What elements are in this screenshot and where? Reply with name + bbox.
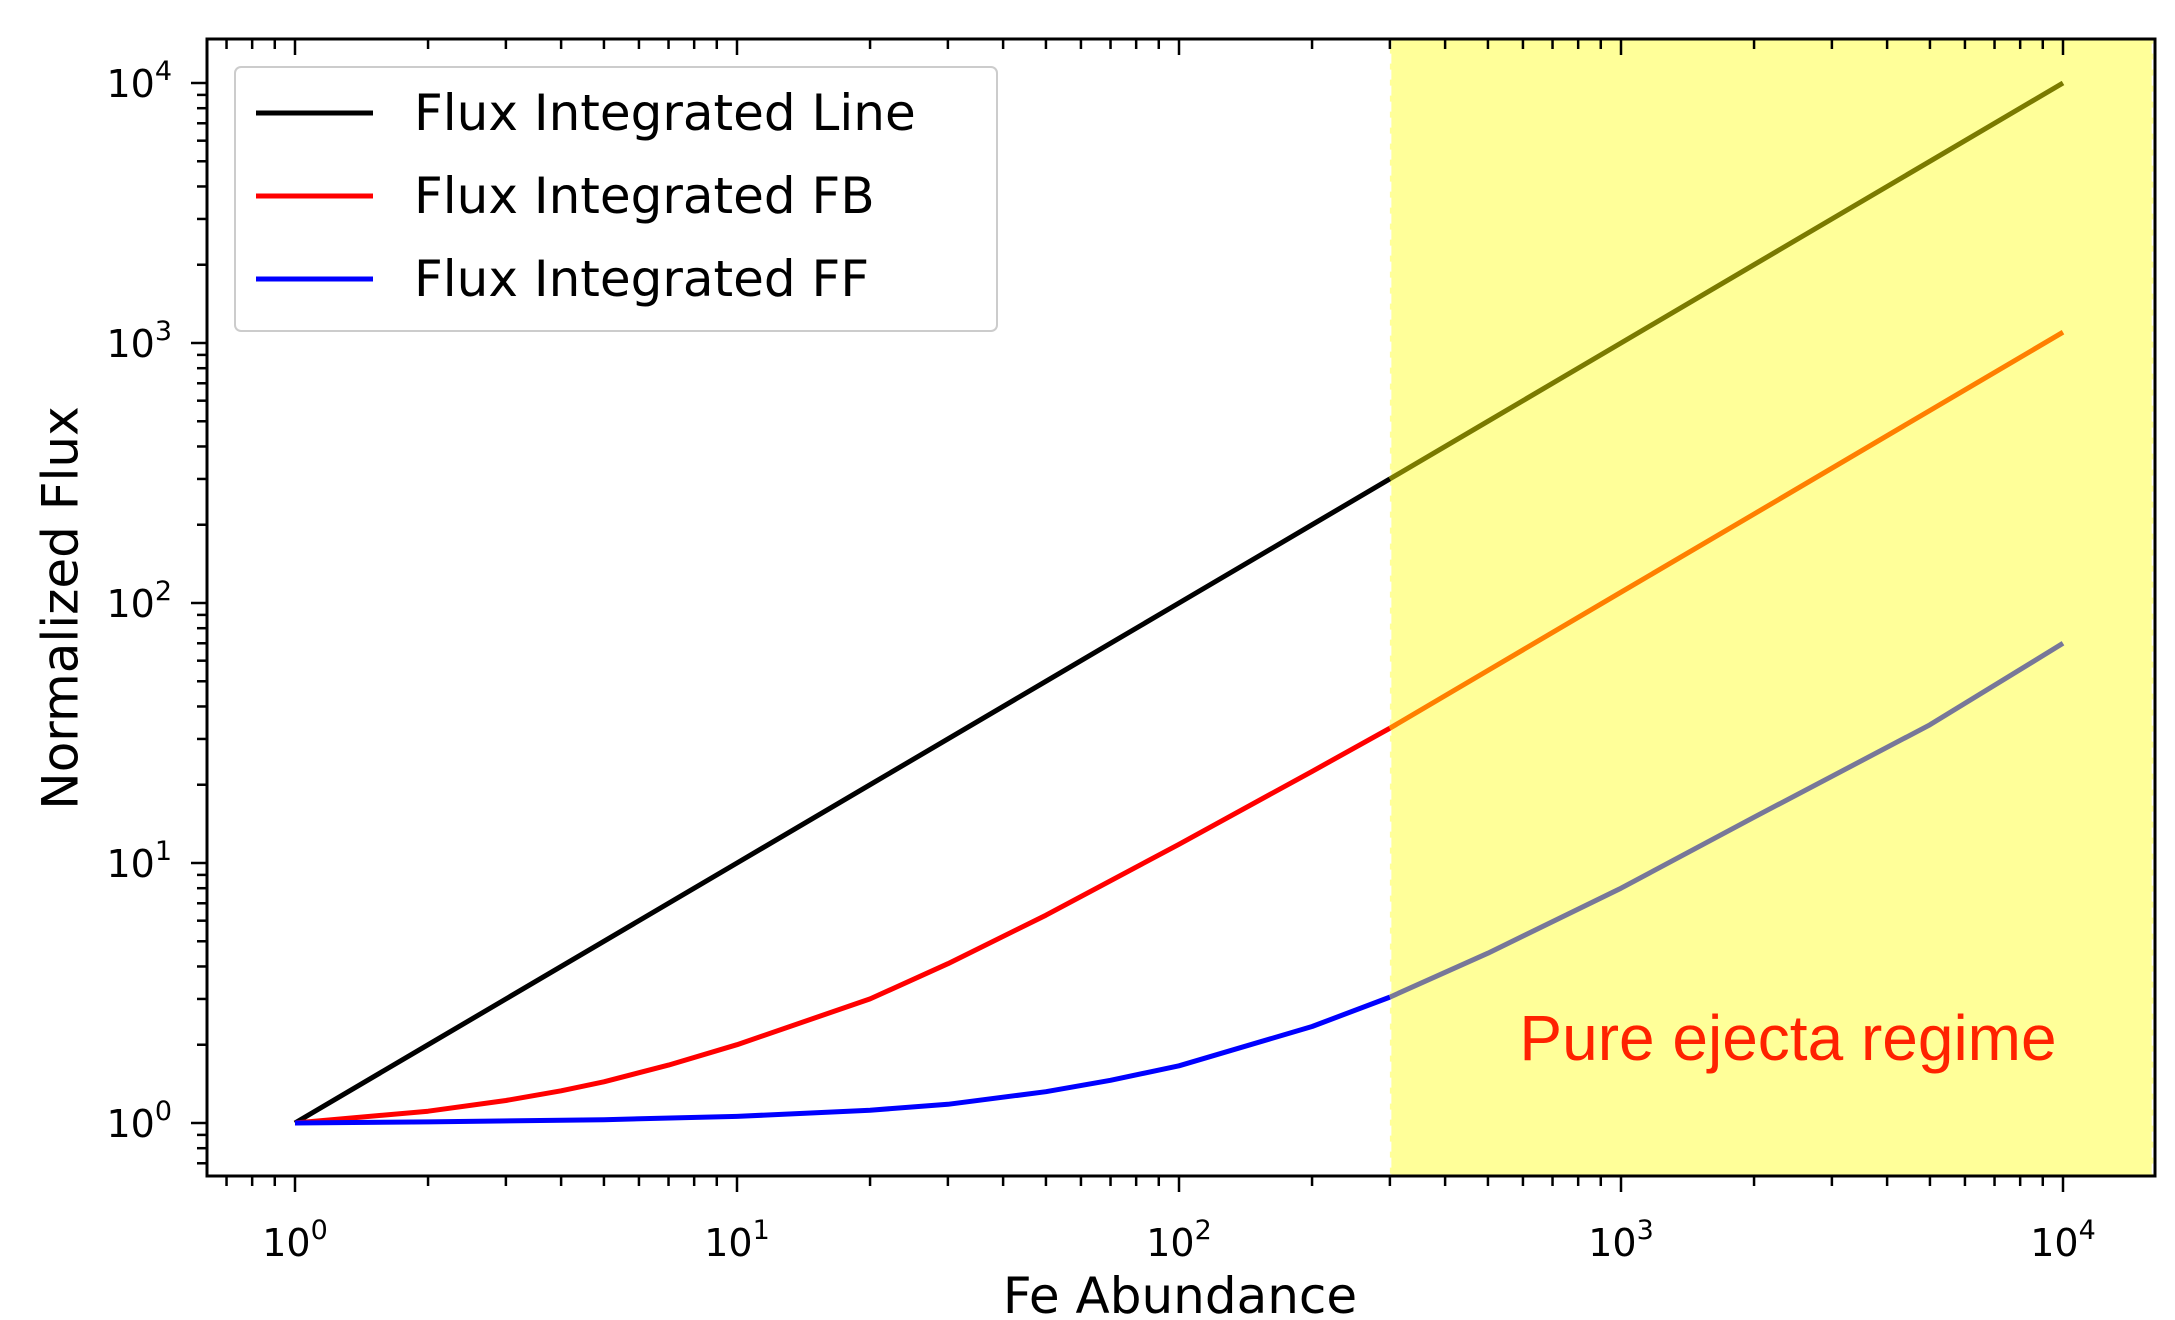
y-tick-label-exponent: 0 <box>155 1096 172 1127</box>
y-tick-label-base: 10 <box>106 1102 154 1146</box>
y-tick-label: 104 <box>106 56 172 106</box>
annotation-layer: Pure ejecta regime <box>1519 1002 2056 1074</box>
x-axis: 100 101 102 103 104 <box>225 39 2096 1265</box>
x-tick-label-base: 10 <box>1588 1221 1636 1265</box>
x-tick-label-base: 10 <box>704 1221 752 1265</box>
plot-area-frame <box>205 37 2157 1178</box>
x-tick-label-base: 10 <box>1146 1221 1194 1265</box>
y-tick-label-base: 10 <box>106 842 154 886</box>
series-line-shaded-1 <box>1388 330 2065 731</box>
x-tick-label-exponent: 0 <box>311 1215 328 1246</box>
x-tick-label-exponent: 3 <box>1637 1215 1654 1246</box>
y-axis-label: Normalized Flux <box>32 406 90 809</box>
legend-label-1: Flux Integrated FB <box>414 167 875 225</box>
x-tick-label: 104 <box>2030 1215 2096 1265</box>
region-annotation: Pure ejecta regime <box>1519 1002 2056 1074</box>
series-line-0 <box>293 476 1392 1126</box>
y-tick-label-base: 10 <box>106 322 154 366</box>
x-tick-label-base: 10 <box>2030 1221 2078 1265</box>
shaded-region-layer <box>1388 37 2155 1178</box>
y-tick-label-exponent: 2 <box>155 576 172 607</box>
x-axis-label: Fe Abundance <box>1003 1267 1357 1320</box>
series-line-shaded-0 <box>1388 80 2065 482</box>
x-tick-label-exponent: 4 <box>2079 1215 2096 1246</box>
y-tick-label-exponent: 1 <box>155 836 172 867</box>
series-line-2 <box>294 994 1391 1126</box>
x-tick-label-exponent: 1 <box>753 1215 770 1246</box>
legend-label-2: Flux Integrated FF <box>414 250 869 308</box>
y-tick-label-base: 10 <box>106 62 154 106</box>
x-tick-label-base: 10 <box>262 1221 310 1265</box>
series-line-shaded-2 <box>1388 641 2065 1000</box>
y-tick-label: 103 <box>106 316 172 366</box>
x-tick-label: 100 <box>262 1215 328 1265</box>
y-tick-label: 101 <box>106 836 172 886</box>
y-tick-label-base: 10 <box>106 582 154 626</box>
x-tick-label: 101 <box>704 1215 770 1265</box>
x-tick-label: 103 <box>1588 1215 1654 1265</box>
series-line-1 <box>294 726 1392 1126</box>
series-layer <box>293 80 2065 1126</box>
legend-box <box>234 66 998 332</box>
y-tick-label: 100 <box>106 1096 172 1146</box>
y-tick-label-exponent: 4 <box>155 56 172 87</box>
legend: Flux Integrated Line Flux Integrated FB Fl… <box>234 66 998 332</box>
legend-label-0: Flux Integrated Line <box>414 84 916 142</box>
x-tick-label-exponent: 2 <box>1195 1215 1212 1246</box>
y-tick-label: 102 <box>106 576 172 626</box>
x-tick-label: 102 <box>1146 1215 1212 1265</box>
shaded-region <box>1389 39 2154 1176</box>
y-tick-label-exponent: 3 <box>155 316 172 347</box>
